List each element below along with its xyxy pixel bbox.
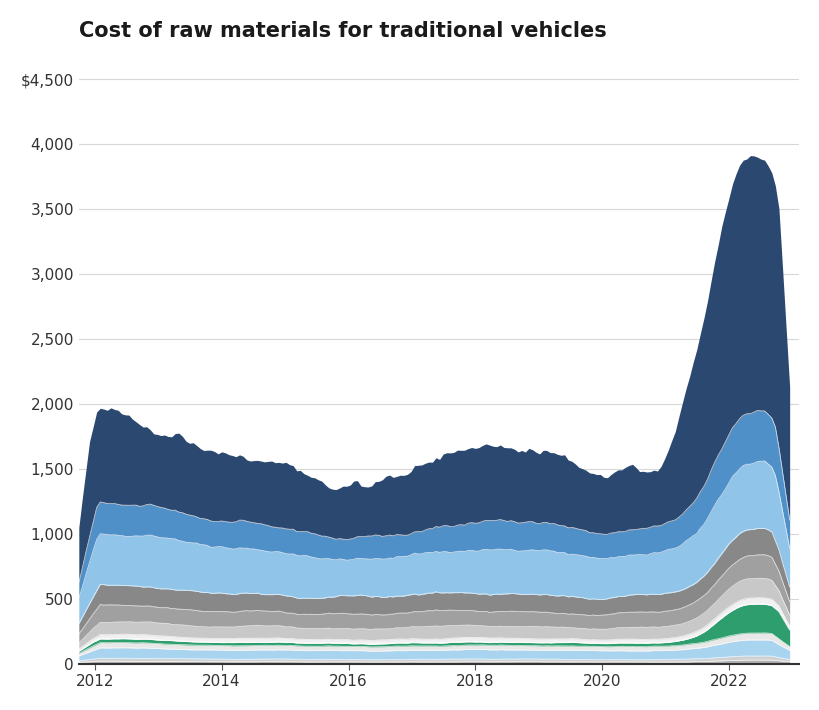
Text: Cost of raw materials for traditional vehicles: Cost of raw materials for traditional ve… [79, 21, 606, 41]
